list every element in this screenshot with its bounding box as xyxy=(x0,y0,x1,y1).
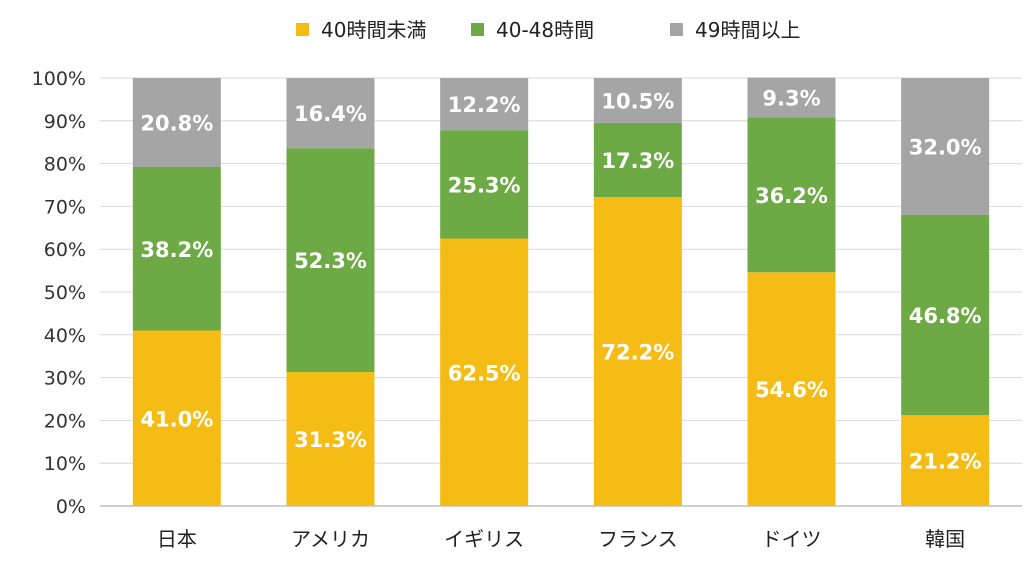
bar-segment xyxy=(440,238,529,506)
y-tick-label: 30% xyxy=(44,368,86,390)
y-tick-label: 40% xyxy=(44,325,86,347)
gridlines xyxy=(100,77,1022,464)
data-label: 10.5% xyxy=(601,89,674,113)
data-label: 36.2% xyxy=(755,184,828,208)
bar-segment xyxy=(440,130,529,239)
x-tick-label: 韓国 xyxy=(925,527,965,551)
bar-segment xyxy=(747,272,836,506)
data-label: 25.3% xyxy=(448,173,521,197)
y-tick-label: 0% xyxy=(56,496,86,518)
x-tick-label: 日本 xyxy=(157,527,197,551)
bars xyxy=(132,77,990,506)
legend-swatch xyxy=(296,23,309,36)
bar-segment xyxy=(132,330,221,506)
y-tick-label: 60% xyxy=(44,239,86,261)
y-tick-label: 20% xyxy=(44,410,86,432)
bar-segment xyxy=(747,77,836,118)
data-label: 72.2% xyxy=(601,340,674,364)
legend-swatch xyxy=(471,23,484,36)
legend: 40時間未満 40-48時間 49時間以上 xyxy=(296,18,800,42)
legend-label: 40時間未満 xyxy=(321,18,426,42)
data-label: 54.6% xyxy=(755,378,828,402)
bar-segment xyxy=(132,167,221,331)
y-tick-label: 70% xyxy=(44,196,86,218)
data-label: 31.3% xyxy=(294,428,367,452)
bar-segment xyxy=(286,78,375,149)
bar-segment xyxy=(593,196,682,506)
data-label: 17.3% xyxy=(601,149,674,173)
legend-swatch xyxy=(670,23,683,36)
bar-segment xyxy=(901,214,990,416)
data-label: 16.4% xyxy=(294,102,367,126)
bar-segment xyxy=(901,78,990,215)
x-tick-label: ドイツ xyxy=(762,527,822,551)
x-tick-label: イギリス xyxy=(444,527,524,551)
data-label: 62.5% xyxy=(448,361,521,385)
y-tick-label: 90% xyxy=(44,111,86,133)
x-tick-label: フランス xyxy=(598,527,678,551)
data-label: 41.0% xyxy=(140,407,213,431)
x-tick-label: アメリカ xyxy=(291,527,370,551)
bar-segment xyxy=(286,148,375,373)
y-tick-label: 10% xyxy=(44,453,86,475)
data-label: 9.3% xyxy=(762,86,820,110)
x-axis: 日本 アメリカ イギリス フランス ドイツ 韓国 xyxy=(100,505,1022,551)
y-axis: 0% 10% 20% 30% 40% 50% 60% 70% 80% 90% 100% xyxy=(32,68,86,518)
bar-segment xyxy=(901,415,990,506)
bar-segment xyxy=(440,78,529,131)
data-labels: 41.0% 38.2% 20.8% 31.3% 52.3% 16.4% 62.5% 25.3%… xyxy=(140,86,981,473)
y-tick-label: 80% xyxy=(44,154,86,176)
data-label: 46.8% xyxy=(909,304,982,328)
bar-segment xyxy=(593,122,682,197)
y-tick-label: 50% xyxy=(44,282,86,304)
legend-label: 49時間以上 xyxy=(695,18,800,42)
bar-segment xyxy=(747,117,836,273)
data-label: 32.0% xyxy=(909,135,982,159)
bar-segment xyxy=(286,372,375,506)
data-label: 20.8% xyxy=(140,112,213,136)
data-label: 38.2% xyxy=(140,238,213,262)
data-label: 21.2% xyxy=(909,450,982,474)
y-tick-label: 100% xyxy=(32,68,86,90)
data-label: 52.3% xyxy=(294,249,367,273)
legend-label: 40-48時間 xyxy=(496,18,594,42)
bar-segment xyxy=(132,78,221,168)
data-label: 12.2% xyxy=(448,93,521,117)
bar-segment xyxy=(593,78,682,123)
